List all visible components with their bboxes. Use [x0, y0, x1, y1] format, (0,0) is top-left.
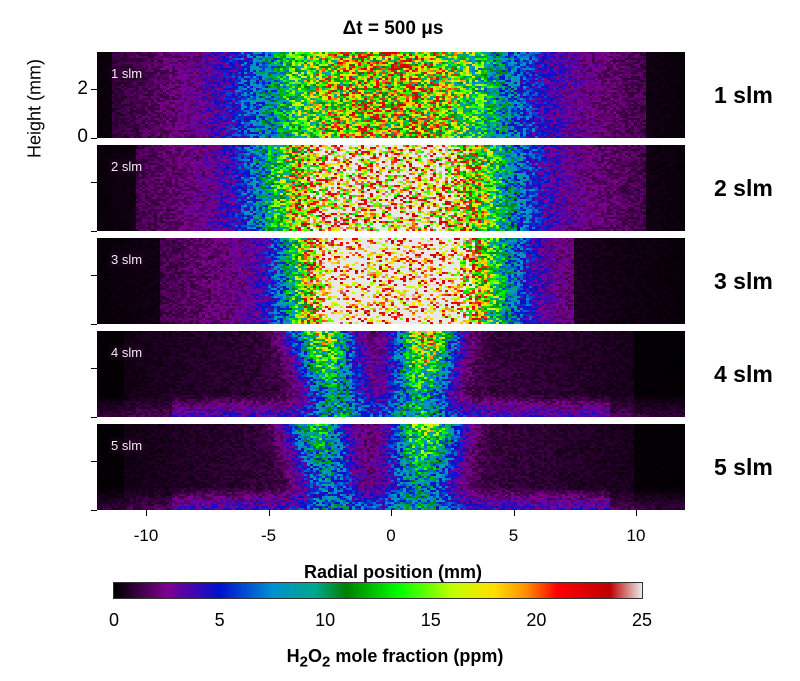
colorbar-tick-label: 20: [526, 610, 547, 630]
y-tick: [91, 181, 97, 183]
colorbar: [113, 582, 643, 599]
y-tick: [91, 367, 97, 369]
heatmap-image: [97, 52, 685, 138]
flow-rate-label: 3 slm: [714, 268, 773, 294]
heatmap-image: [97, 424, 685, 510]
colorbar-label: H2O2 mole fraction (ppm): [150, 646, 640, 671]
y-tick: [91, 138, 97, 139]
heatmap-panel: 5 slm: [97, 424, 685, 510]
y-tick-label: 0: [77, 126, 88, 147]
colorbar-label-sub: 2: [299, 653, 308, 671]
panel-label: 3 slm: [109, 252, 145, 267]
panel-label: 2 slm: [109, 159, 145, 174]
chart-title: Δt = 500 μs: [342, 18, 444, 39]
x-tick: [513, 510, 515, 516]
x-tick-label: 5: [508, 526, 519, 545]
colorbar-tick-label: 15: [420, 610, 441, 630]
heatmap-panel: 2 slm: [97, 145, 685, 231]
x-axis-label: Radial position (mm): [303, 562, 482, 582]
panel-label: 5 slm: [109, 438, 145, 453]
y-tick: [91, 417, 97, 418]
y-tick-label: 2: [77, 78, 88, 99]
x-tick-label: -5: [260, 526, 277, 545]
x-tick: [636, 510, 637, 516]
y-tick: [91, 510, 97, 511]
colorbar-label-text: O: [307, 646, 322, 666]
flow-rate-label: 1 slm: [714, 82, 773, 108]
flow-rate-label: 2 slm: [714, 175, 773, 201]
heatmap-panel: 3 slm: [97, 238, 685, 324]
heatmap-image: [97, 145, 685, 231]
heatmap-panel: 1 slm: [97, 52, 685, 138]
x-tick: [268, 510, 270, 516]
y-axis-label: Height (mm): [24, 59, 45, 159]
flow-rate-label: 5 slm: [714, 454, 773, 480]
y-tick: [91, 324, 97, 325]
flow-rate-label: 4 slm: [714, 361, 773, 387]
panel-label: 1 slm: [109, 66, 145, 81]
colorbar-tick-label: 10: [315, 610, 336, 630]
x-tick: [146, 510, 147, 516]
x-tick-label: 0: [386, 526, 396, 545]
colorbar-label-text: H: [286, 646, 300, 666]
x-tick: [391, 510, 392, 516]
colorbar-label-text: mole fraction (ppm): [330, 646, 504, 666]
heatmap-image: [97, 331, 685, 417]
y-tick: [91, 88, 97, 90]
colorbar-tick-label: 5: [214, 610, 225, 630]
x-tick-label: -10: [133, 526, 159, 545]
x-tick-label: 10: [626, 526, 646, 545]
heatmap-image: [97, 238, 685, 324]
y-tick: [91, 274, 97, 276]
colorbar-tick-label: 0: [108, 610, 119, 630]
panel-label: 4 slm: [109, 345, 145, 360]
y-tick: [91, 460, 97, 462]
heatmap-panel: 4 slm: [97, 331, 685, 417]
colorbar-label-sub: 2: [322, 653, 331, 671]
y-tick: [91, 231, 97, 232]
colorbar-tick-label: 25: [631, 610, 653, 630]
